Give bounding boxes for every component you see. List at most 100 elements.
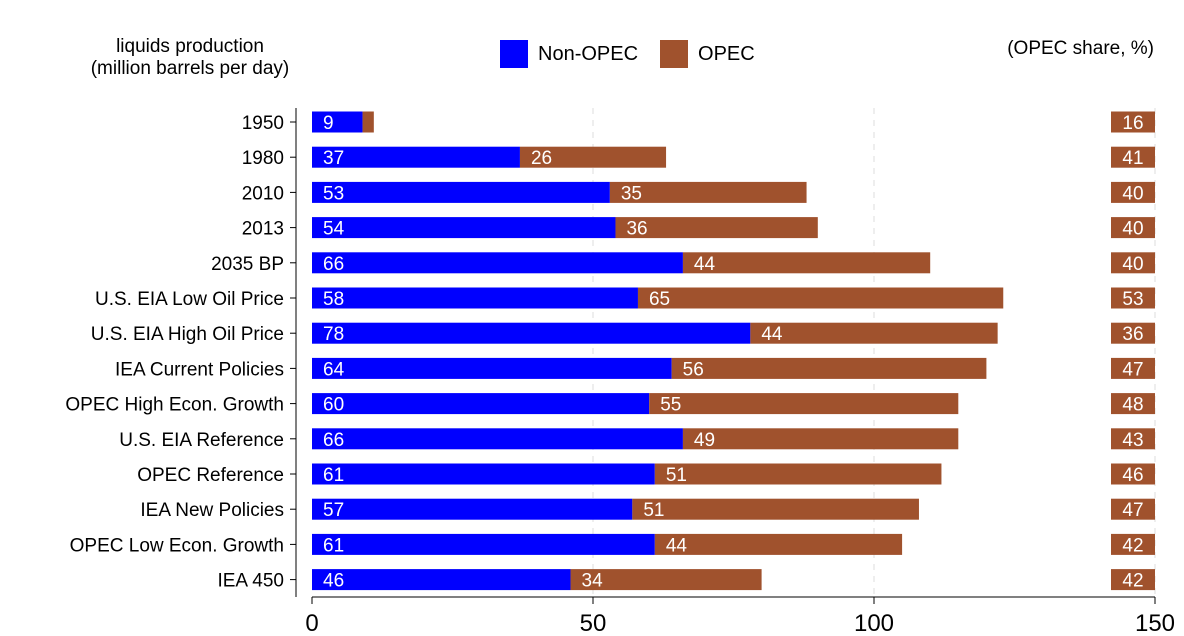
opec-share-value: 41 <box>1122 148 1143 169</box>
category-label: IEA 450 <box>217 571 284 592</box>
bar-opec <box>654 533 903 555</box>
bar-non-opec <box>312 498 633 520</box>
opec-share-value: 43 <box>1122 430 1143 451</box>
opec-share-value: 47 <box>1122 500 1143 521</box>
bar-non-opec <box>312 252 683 274</box>
bar-non-opec <box>312 569 571 591</box>
bar-opec <box>682 252 931 274</box>
y-axis-title-line-1: liquids production <box>116 36 264 57</box>
opec-share-box <box>1111 357 1155 379</box>
opec-share-box <box>1111 533 1155 555</box>
data-label-opec: 51 <box>643 500 664 521</box>
bar-opec <box>671 357 987 379</box>
bar-opec <box>637 287 1004 309</box>
bar-non-opec <box>312 146 520 168</box>
data-label-non-opec: 66 <box>323 430 344 451</box>
opec-share-value: 40 <box>1122 254 1143 275</box>
x-tick-label-0: 0 <box>305 610 318 636</box>
category-label: OPEC Reference <box>137 465 284 486</box>
data-label-opec: 65 <box>649 289 670 310</box>
data-label-non-opec: 57 <box>323 500 344 521</box>
bar-opec <box>609 181 807 203</box>
opec-share-box <box>1111 569 1155 591</box>
opec-share-box <box>1111 146 1155 168</box>
data-label-non-opec: 53 <box>323 183 344 204</box>
bar-opec <box>519 146 667 168</box>
data-label-non-opec: 64 <box>323 359 345 380</box>
bar-non-opec <box>312 428 683 450</box>
opec-share-box <box>1111 287 1155 309</box>
data-label-opec: 44 <box>761 324 783 345</box>
opec-share-title: (OPEC share, %) <box>1007 38 1154 59</box>
data-label-opec: 49 <box>694 430 715 451</box>
y-axis-title: liquids production (million barrels per … <box>40 36 340 80</box>
data-label-opec: 44 <box>666 535 688 556</box>
data-label-opec: 35 <box>621 183 642 204</box>
opec-share-value: 46 <box>1122 465 1143 486</box>
data-label-non-opec: 61 <box>323 535 344 556</box>
category-label: U.S. EIA Low Oil Price <box>95 289 284 310</box>
opec-share-value: 47 <box>1122 359 1143 380</box>
opec-share-box <box>1111 111 1155 133</box>
opec-share-box <box>1111 393 1155 415</box>
data-label-opec: 56 <box>683 359 704 380</box>
bar-opec <box>649 393 959 415</box>
bar-opec <box>570 569 762 591</box>
data-label-non-opec: 66 <box>323 254 344 275</box>
bar-non-opec <box>312 181 610 203</box>
bar-opec <box>654 463 942 485</box>
data-label-non-opec: 54 <box>323 219 345 240</box>
y-axis-title-line-2: (million barrels per day) <box>90 58 290 79</box>
opec-share-value: 42 <box>1122 571 1143 592</box>
opec-share-value: 40 <box>1122 219 1143 240</box>
opec-share-value: 16 <box>1122 113 1143 134</box>
category-label: 2035 BP <box>211 254 284 275</box>
legend: Non-OPEC OPEC <box>500 40 777 68</box>
x-tick-label-50: 50 <box>580 610 607 636</box>
legend-item-opec: OPEC <box>660 40 755 68</box>
opec-share-box <box>1111 428 1155 450</box>
legend-label-non-opec: Non-OPEC <box>538 42 639 65</box>
category-label: OPEC Low Econ. Growth <box>70 535 284 556</box>
category-label: IEA Current Policies <box>115 359 284 380</box>
category-label: 1950 <box>242 113 284 134</box>
bar-opec <box>750 322 998 344</box>
bar-non-opec <box>312 111 363 133</box>
opec-share-value: 36 <box>1122 324 1143 345</box>
opec-share-box <box>1111 322 1155 344</box>
legend-label-opec: OPEC <box>698 42 755 65</box>
legend-swatch-non-opec <box>500 40 528 68</box>
category-label: 2010 <box>242 183 284 204</box>
opec-share-box <box>1111 463 1155 485</box>
data-label-non-opec: 78 <box>323 324 344 345</box>
category-label: OPEC High Econ. Growth <box>65 395 284 416</box>
bar-non-opec <box>312 463 655 485</box>
data-label-opec: 44 <box>694 254 716 275</box>
bar-non-opec <box>312 287 638 309</box>
x-tick-label-150: 150 <box>1135 610 1175 636</box>
bar-opec <box>615 217 818 239</box>
data-label-non-opec: 61 <box>323 465 344 486</box>
category-label: IEA New Policies <box>140 500 284 521</box>
bar-non-opec <box>312 357 672 379</box>
data-label-opec: 26 <box>531 148 552 169</box>
opec-share-box <box>1111 498 1155 520</box>
x-tick-label-100: 100 <box>854 610 894 636</box>
data-label-opec: 55 <box>660 395 681 416</box>
opec-share-value: 53 <box>1122 289 1143 310</box>
category-label: U.S. EIA High Oil Price <box>91 324 284 345</box>
category-label: 1980 <box>242 148 284 169</box>
bar-opec <box>682 428 959 450</box>
legend-swatch-opec <box>660 40 689 68</box>
bar-non-opec <box>312 217 616 239</box>
data-label-opec: 36 <box>626 219 647 240</box>
opec-share-value: 40 <box>1122 183 1143 204</box>
bar-non-opec <box>312 533 655 555</box>
legend-item-non-opec: Non-OPEC <box>500 40 638 68</box>
bar-opec <box>362 111 374 133</box>
data-label-non-opec: 37 <box>323 148 344 169</box>
bar-opec <box>632 498 919 520</box>
bar-non-opec <box>312 322 751 344</box>
